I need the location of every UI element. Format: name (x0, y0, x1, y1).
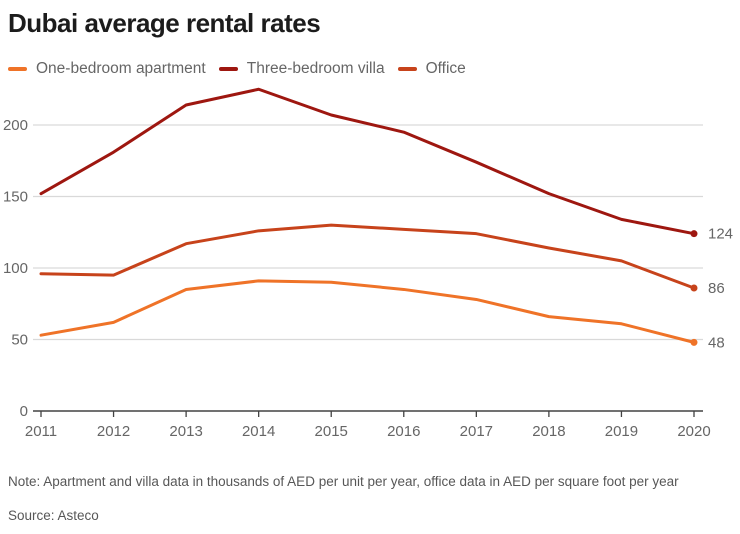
legend-item-one-bedroom-apartment: One-bedroom apartment (8, 60, 206, 78)
x-axis-tick-label: 2012 (97, 423, 130, 440)
series-line-office (39, 223, 696, 290)
x-axis-tick-label: 2014 (242, 423, 275, 440)
series-end-value-label: 124 (708, 226, 733, 243)
series-end-value-label: 48 (708, 334, 725, 351)
x-axis-tick-label: 2016 (387, 423, 420, 440)
y-axis-tick-label: 200 (3, 117, 28, 134)
y-axis-tick-label: 50 (11, 332, 28, 349)
line-chart: 0 50 100 150 200 2011 2012 2013 2014 2015 2016 2017… (3, 87, 733, 440)
x-axis-tick-label: 2013 (169, 423, 202, 440)
x-axis-tick-label: 2015 (315, 423, 348, 440)
chart-title: Dubai average rental rates (8, 8, 321, 38)
series-end-value-label: 86 (708, 280, 725, 297)
x-axis-tick-label: 2019 (605, 423, 638, 440)
legend-item-three-bedroom-villa: Three-bedroom villa (218, 60, 385, 78)
chart-source: Source: Asteco (8, 508, 99, 523)
legend-label: One-bedroom apartment (36, 60, 206, 77)
y-axis-tick-label: 150 (3, 189, 28, 206)
series-end-dot-office (690, 284, 698, 292)
legend-swatch-icon (397, 67, 417, 71)
y-axis-tick-label: 0 (20, 403, 28, 420)
chart-note: Note: Apartment and villa data in thousa… (8, 474, 679, 489)
series-line-one-bedroom-apartment (39, 279, 696, 344)
series-line-three-bedroom-villa (39, 87, 696, 236)
series-end-dot-one-bedroom-apartment (690, 338, 698, 346)
series-end-dot-three-bedroom-villa (690, 230, 698, 238)
legend-swatch-icon (8, 67, 27, 71)
legend-label: Office (425, 60, 466, 77)
x-axis-tick-label: 2018 (532, 423, 565, 440)
chart-legend: One-bedroom apartment Three-bedroom vill… (8, 60, 466, 78)
y-axis-tick-label: 100 (3, 260, 28, 277)
legend-swatch-icon (218, 67, 238, 71)
x-axis-tick-label: 2017 (460, 423, 493, 440)
x-axis-tick-label: 2020 (677, 423, 710, 440)
legend-item-office: Office (397, 60, 466, 78)
x-axis-tick-label: 2011 (25, 423, 57, 440)
legend-label: Three-bedroom villa (246, 60, 385, 77)
